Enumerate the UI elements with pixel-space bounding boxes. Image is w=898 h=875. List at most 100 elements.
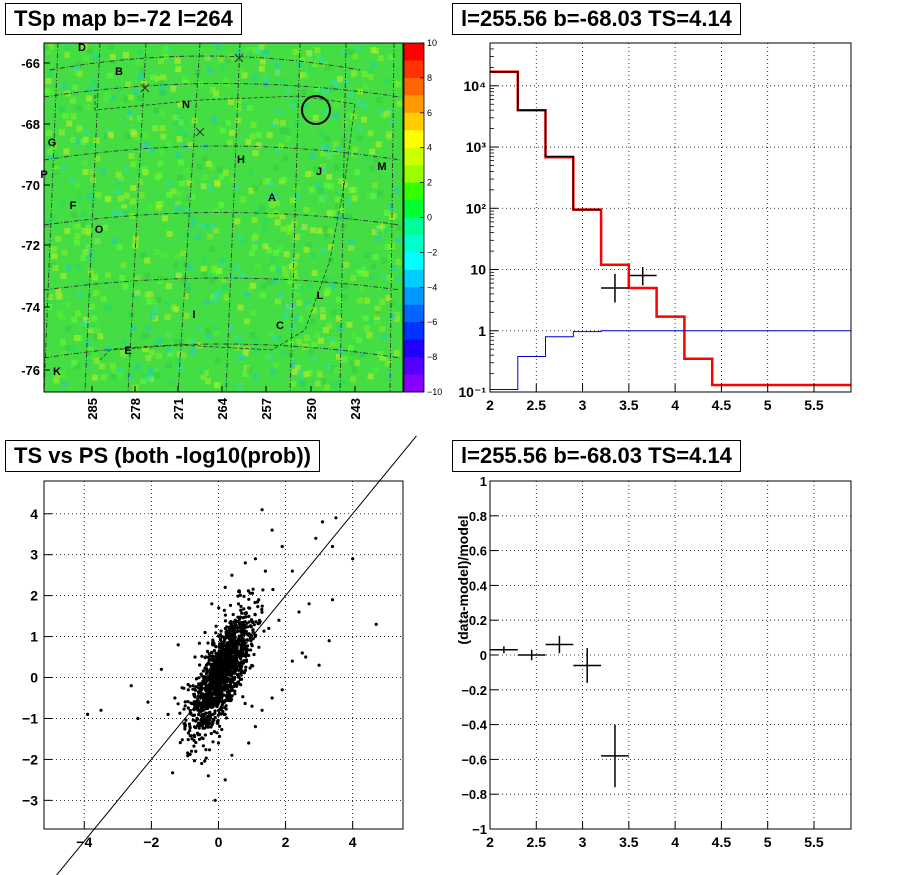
scatter-point: [178, 741, 182, 745]
tsmap-pixel: [211, 264, 218, 271]
tsmap-pixel: [328, 278, 335, 285]
tsmap-pixel: [53, 168, 60, 175]
tsmap-pixel: [201, 174, 208, 181]
tsmap-pixel: [386, 372, 393, 379]
tsmap-pixel: [195, 342, 202, 349]
tsmap-pixel: [85, 229, 92, 236]
scatter-point: [223, 613, 227, 617]
tsmap-pixel: [160, 83, 167, 90]
tsmap-pixel: [80, 221, 87, 228]
tsmap-pixel: [329, 340, 336, 347]
tsmap-pixel: [84, 359, 91, 366]
scatter-point: [254, 620, 258, 624]
scatter-point: [228, 683, 232, 687]
tsmap-pixel: [93, 137, 100, 144]
scatter-point: [261, 588, 265, 592]
tsmap-pixel: [98, 363, 105, 370]
tsmap-pixel: [253, 347, 260, 354]
scatter-point: [188, 684, 192, 688]
scatter-point: [280, 544, 284, 549]
tsmap-pixel: [348, 345, 354, 352]
tsmap-pixel: [154, 372, 161, 378]
scatter-point: [214, 671, 218, 675]
tsmap-frame: [43, 42, 404, 393]
tsmap-pixel: [75, 310, 82, 317]
tsmap-pixel: [178, 180, 185, 187]
scatter-point: [253, 725, 257, 729]
scatter-point: [236, 664, 240, 668]
scatter-point: [214, 645, 218, 649]
tsmap-pixel: [47, 71, 53, 78]
colorbar-swatch: [404, 112, 424, 131]
tsmap-pixel: [237, 235, 244, 242]
scatter-point: [249, 639, 253, 643]
scatter-point: [186, 738, 190, 742]
tsmap-pixel: [82, 320, 89, 327]
tsmap-pixel: [348, 239, 355, 246]
scatter-point: [232, 625, 236, 629]
tsmap-pixel: [76, 291, 83, 298]
scatter-point: [192, 692, 196, 696]
scatter-point: [223, 778, 227, 782]
scatter-point: [190, 749, 194, 753]
tsmap-pixel: [249, 332, 256, 339]
tsmap-pixel: [290, 258, 297, 265]
tsmap-pixel: [303, 246, 310, 253]
tsmap-pixel: [280, 225, 287, 232]
scatter-point: [219, 712, 223, 716]
tsmap-pixel: [305, 242, 312, 249]
colorbar-tick-label: −2: [427, 247, 437, 257]
tsmap-pixel: [81, 160, 88, 167]
tsmap-pixel: [108, 44, 115, 50]
tsmap-pixel: [123, 192, 130, 199]
scatter-point: [243, 659, 247, 663]
scatter-point: [219, 651, 223, 655]
scatter-point: [233, 689, 237, 693]
scatter-point: [205, 705, 209, 709]
tsmap-pixel: [357, 264, 364, 271]
tsmap-pixel: [378, 162, 385, 169]
tsmap-pixel: [272, 278, 279, 285]
scatter-point: [215, 660, 219, 664]
tsmap-pixel: [45, 219, 52, 226]
tsmap-pixel: [84, 104, 91, 111]
tsmap-pixel: [309, 186, 315, 193]
scatter-point: [211, 643, 215, 647]
tsmap-pixel: [140, 377, 147, 384]
scatter-point: [215, 692, 219, 696]
tsmap-pixel: [350, 70, 357, 77]
tsmap-pixel: [387, 108, 394, 115]
tsmap-pixel: [280, 176, 287, 183]
tsmap-pixel: [324, 108, 331, 115]
tsmap-pixel: [87, 85, 93, 92]
tsmap-pixel: [134, 275, 141, 282]
tsmap-pixel: [147, 370, 154, 377]
tsmap-pixel: [158, 80, 165, 87]
scatter-point: [262, 629, 266, 633]
residual-ytick-label: 0.8: [469, 509, 487, 524]
scatter-point: [129, 684, 133, 688]
tsmap-pixel: [334, 196, 341, 203]
tsmap-pixel: [116, 372, 123, 379]
tsmap-pixel: [102, 224, 109, 231]
tsmap-pixel: [282, 271, 289, 278]
tsmap-pixel: [342, 120, 349, 127]
tsmap-pixel: [141, 332, 148, 339]
tsmap-pixel: [85, 224, 92, 231]
tsmap-pixel: [262, 179, 269, 186]
tsmap-pixel: [155, 201, 162, 208]
scatter-point: [260, 508, 264, 512]
tsmap-pixel: [252, 150, 259, 157]
scatter-point: [263, 569, 267, 573]
scatter-point: [214, 685, 218, 690]
tsmap-pixel: [58, 106, 65, 113]
tsmap-pixel: [291, 368, 298, 375]
tsmap-pixel: [289, 197, 296, 204]
scatter-point: [238, 593, 242, 597]
tsmap-pixel: [84, 339, 91, 346]
colorbar-tick-label: −10: [427, 387, 442, 397]
tsmap-pixel: [294, 120, 300, 127]
tsmap-pixel: [207, 233, 214, 240]
tsmap-pixel: [361, 102, 368, 109]
scatter-point: [232, 660, 236, 664]
